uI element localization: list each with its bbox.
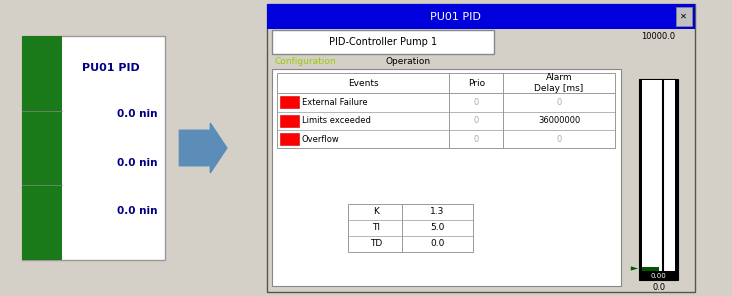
Bar bbox=[272, 30, 494, 54]
Text: 1.3: 1.3 bbox=[430, 207, 445, 216]
Text: PID-Controller Pump 1: PID-Controller Pump 1 bbox=[329, 37, 437, 47]
Text: 36000000: 36000000 bbox=[538, 116, 580, 125]
Bar bbox=[267, 4, 695, 29]
Bar bbox=[280, 133, 299, 145]
Text: Overflow: Overflow bbox=[302, 135, 340, 144]
Text: Configuration: Configuration bbox=[274, 57, 336, 66]
Text: TD: TD bbox=[370, 239, 382, 248]
Text: K: K bbox=[373, 207, 378, 216]
Text: 0: 0 bbox=[474, 98, 479, 107]
Bar bbox=[348, 204, 473, 252]
Text: 0.0 nin: 0.0 nin bbox=[117, 109, 157, 119]
Text: 10000.0: 10000.0 bbox=[641, 32, 676, 41]
Text: PU01 PID: PU01 PID bbox=[81, 63, 139, 73]
Bar bbox=[676, 7, 692, 26]
Text: PU01 PID: PU01 PID bbox=[430, 12, 481, 22]
Bar bbox=[272, 69, 621, 286]
Text: Alarm
Delay [ms]: Alarm Delay [ms] bbox=[534, 73, 583, 93]
Text: ✕: ✕ bbox=[680, 12, 687, 21]
Bar bbox=[277, 73, 615, 148]
Bar bbox=[22, 36, 165, 260]
Bar bbox=[280, 96, 299, 108]
Text: 5.0: 5.0 bbox=[430, 223, 445, 232]
Polygon shape bbox=[631, 266, 638, 271]
Bar bbox=[267, 4, 695, 292]
Text: 0: 0 bbox=[474, 135, 479, 144]
Text: 0: 0 bbox=[474, 116, 479, 125]
Bar bbox=[639, 79, 679, 280]
Bar bbox=[280, 115, 299, 127]
Text: TI: TI bbox=[372, 223, 380, 232]
Bar bbox=[22, 110, 62, 186]
Text: Prio: Prio bbox=[468, 79, 485, 88]
Text: 0.0: 0.0 bbox=[652, 283, 665, 292]
Text: External Failure: External Failure bbox=[302, 98, 367, 107]
Text: 0.0 nin: 0.0 nin bbox=[117, 158, 157, 168]
Bar bbox=[22, 36, 62, 110]
Text: 0: 0 bbox=[556, 98, 561, 107]
Text: 0.0 nin: 0.0 nin bbox=[117, 206, 157, 216]
Text: Events: Events bbox=[348, 79, 378, 88]
Text: 0.0: 0.0 bbox=[430, 239, 445, 248]
Text: Limits exceeded: Limits exceeded bbox=[302, 116, 370, 125]
Bar bbox=[642, 267, 659, 271]
Text: 0: 0 bbox=[556, 135, 561, 144]
Bar bbox=[642, 80, 676, 271]
FancyArrow shape bbox=[179, 123, 227, 173]
Text: 0.00: 0.00 bbox=[651, 273, 666, 279]
Bar bbox=[22, 186, 62, 260]
Text: Operation: Operation bbox=[386, 57, 431, 66]
